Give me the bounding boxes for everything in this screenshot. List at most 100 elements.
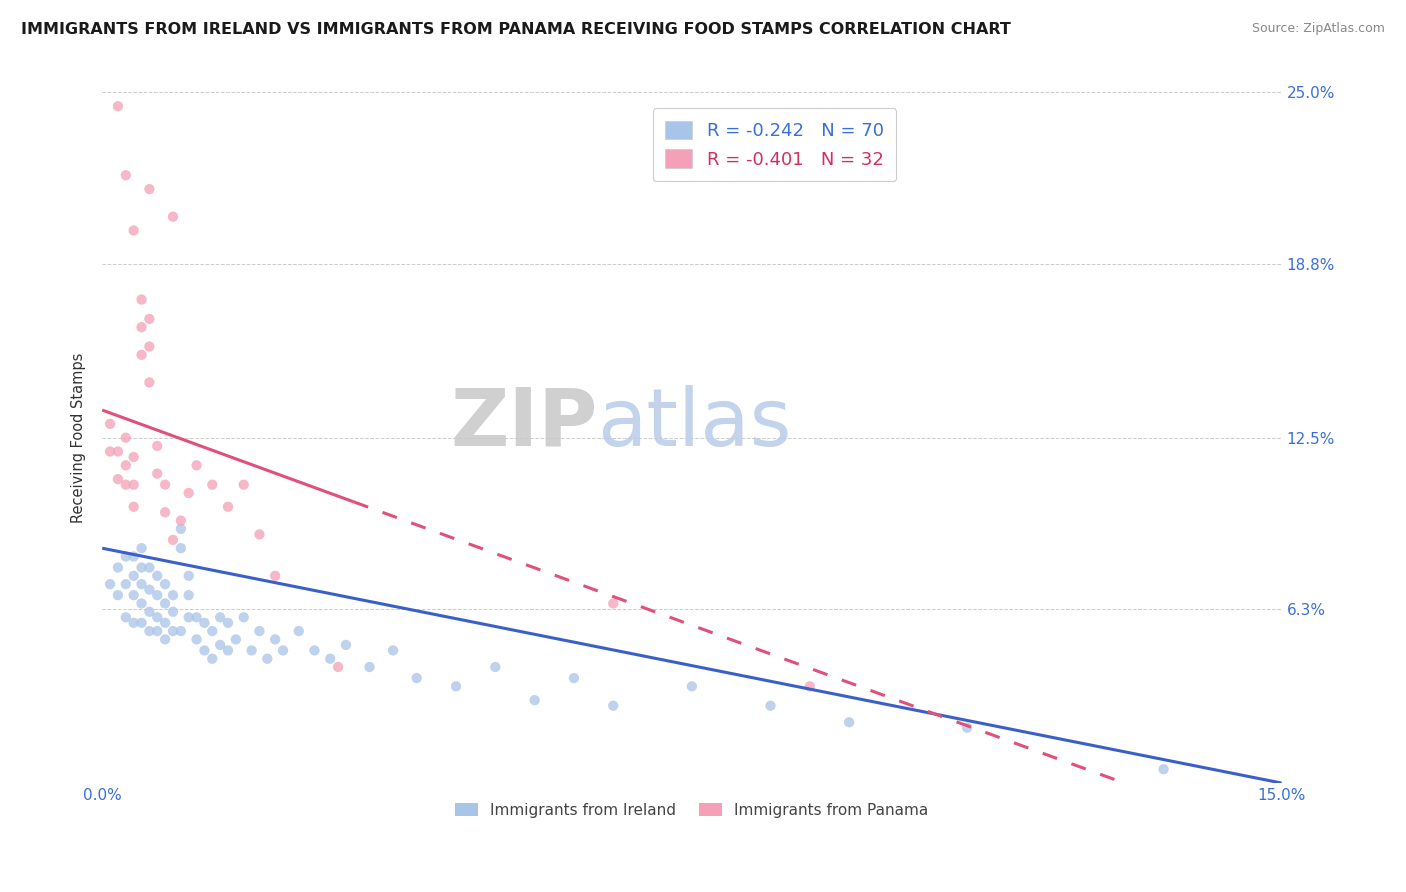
Point bbox=[114, 577, 136, 591]
Point bbox=[162, 588, 184, 602]
Point bbox=[256, 651, 278, 665]
Point bbox=[122, 477, 145, 491]
Point bbox=[122, 615, 145, 630]
Point bbox=[153, 597, 176, 611]
Point bbox=[138, 376, 160, 390]
Point bbox=[405, 671, 427, 685]
Point bbox=[1153, 762, 1175, 776]
Point bbox=[146, 588, 169, 602]
Point bbox=[562, 671, 585, 685]
Point bbox=[131, 560, 153, 574]
Point bbox=[681, 679, 703, 693]
Point bbox=[201, 477, 224, 491]
Point bbox=[138, 624, 160, 639]
Point bbox=[162, 624, 184, 639]
Point bbox=[484, 660, 506, 674]
Point bbox=[153, 477, 176, 491]
Point bbox=[193, 615, 215, 630]
Point bbox=[114, 458, 136, 473]
Point bbox=[131, 577, 153, 591]
Point bbox=[146, 624, 169, 639]
Point bbox=[114, 549, 136, 564]
Point bbox=[170, 624, 193, 639]
Point bbox=[146, 569, 169, 583]
Point bbox=[225, 632, 247, 647]
Point bbox=[217, 615, 239, 630]
Point bbox=[107, 99, 129, 113]
Point bbox=[602, 698, 624, 713]
Point bbox=[138, 312, 160, 326]
Point bbox=[759, 698, 782, 713]
Point bbox=[153, 615, 176, 630]
Point bbox=[319, 651, 342, 665]
Point bbox=[138, 182, 160, 196]
Point bbox=[122, 569, 145, 583]
Point bbox=[114, 477, 136, 491]
Point bbox=[335, 638, 357, 652]
Point bbox=[359, 660, 381, 674]
Point bbox=[162, 533, 184, 547]
Point bbox=[201, 624, 224, 639]
Point bbox=[177, 588, 200, 602]
Point bbox=[138, 339, 160, 353]
Point bbox=[240, 643, 263, 657]
Point bbox=[146, 439, 169, 453]
Point bbox=[193, 643, 215, 657]
Point bbox=[799, 679, 821, 693]
Point bbox=[602, 597, 624, 611]
Point bbox=[232, 477, 254, 491]
Point bbox=[138, 560, 160, 574]
Point bbox=[131, 320, 153, 334]
Point bbox=[114, 610, 136, 624]
Point bbox=[131, 293, 153, 307]
Point bbox=[138, 582, 160, 597]
Point bbox=[217, 500, 239, 514]
Point bbox=[382, 643, 405, 657]
Point bbox=[122, 450, 145, 464]
Y-axis label: Receiving Food Stamps: Receiving Food Stamps bbox=[72, 352, 86, 523]
Point bbox=[177, 486, 200, 500]
Point bbox=[249, 624, 271, 639]
Point bbox=[209, 638, 232, 652]
Point bbox=[264, 569, 287, 583]
Point bbox=[838, 715, 860, 730]
Point bbox=[107, 560, 129, 574]
Point bbox=[114, 168, 136, 182]
Point bbox=[264, 632, 287, 647]
Point bbox=[326, 660, 349, 674]
Point bbox=[523, 693, 546, 707]
Point bbox=[217, 643, 239, 657]
Point bbox=[170, 514, 193, 528]
Point bbox=[122, 223, 145, 237]
Point bbox=[162, 210, 184, 224]
Point bbox=[131, 541, 153, 556]
Point bbox=[122, 549, 145, 564]
Point bbox=[271, 643, 294, 657]
Point bbox=[153, 505, 176, 519]
Point bbox=[170, 541, 193, 556]
Point bbox=[444, 679, 467, 693]
Point bbox=[186, 632, 208, 647]
Point bbox=[131, 597, 153, 611]
Point bbox=[170, 522, 193, 536]
Point bbox=[122, 588, 145, 602]
Point bbox=[107, 588, 129, 602]
Point bbox=[177, 610, 200, 624]
Point bbox=[287, 624, 309, 639]
Point bbox=[186, 610, 208, 624]
Point bbox=[304, 643, 326, 657]
Point bbox=[146, 467, 169, 481]
Text: ZIP: ZIP bbox=[450, 384, 598, 463]
Point bbox=[122, 500, 145, 514]
Point bbox=[131, 615, 153, 630]
Text: IMMIGRANTS FROM IRELAND VS IMMIGRANTS FROM PANAMA RECEIVING FOOD STAMPS CORRELAT: IMMIGRANTS FROM IRELAND VS IMMIGRANTS FR… bbox=[21, 22, 1011, 37]
Point bbox=[107, 444, 129, 458]
Point bbox=[153, 577, 176, 591]
Text: Source: ZipAtlas.com: Source: ZipAtlas.com bbox=[1251, 22, 1385, 36]
Point bbox=[956, 721, 979, 735]
Point bbox=[114, 431, 136, 445]
Point bbox=[186, 458, 208, 473]
Point bbox=[98, 444, 121, 458]
Point bbox=[98, 577, 121, 591]
Point bbox=[201, 651, 224, 665]
